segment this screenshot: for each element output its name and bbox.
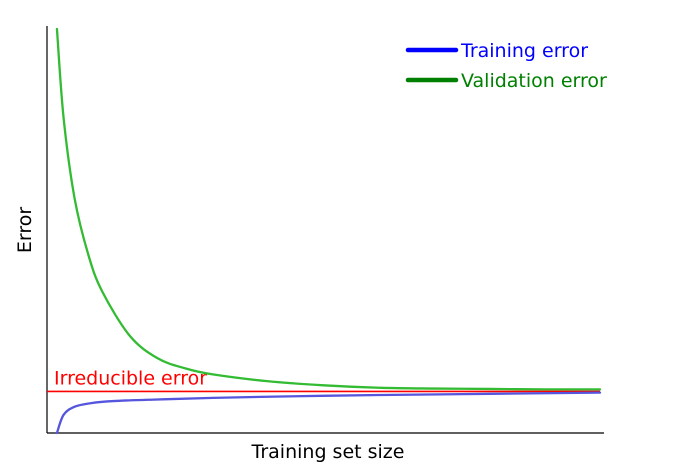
reference-line-label: Irreducible error bbox=[54, 367, 207, 389]
series-layer bbox=[55, 27, 602, 435]
series-line-training-error bbox=[55, 391, 602, 435]
legend: Training error Validation error bbox=[405, 40, 607, 92]
reference-layer: Irreducible error bbox=[47, 367, 600, 393]
legend-label: Training error bbox=[460, 40, 588, 62]
series-line-validation-error bbox=[55, 27, 602, 391]
x-axis-label: Training set size bbox=[251, 441, 405, 463]
legend-label: Validation error bbox=[461, 70, 607, 92]
y-axis-label: Error bbox=[14, 207, 36, 254]
